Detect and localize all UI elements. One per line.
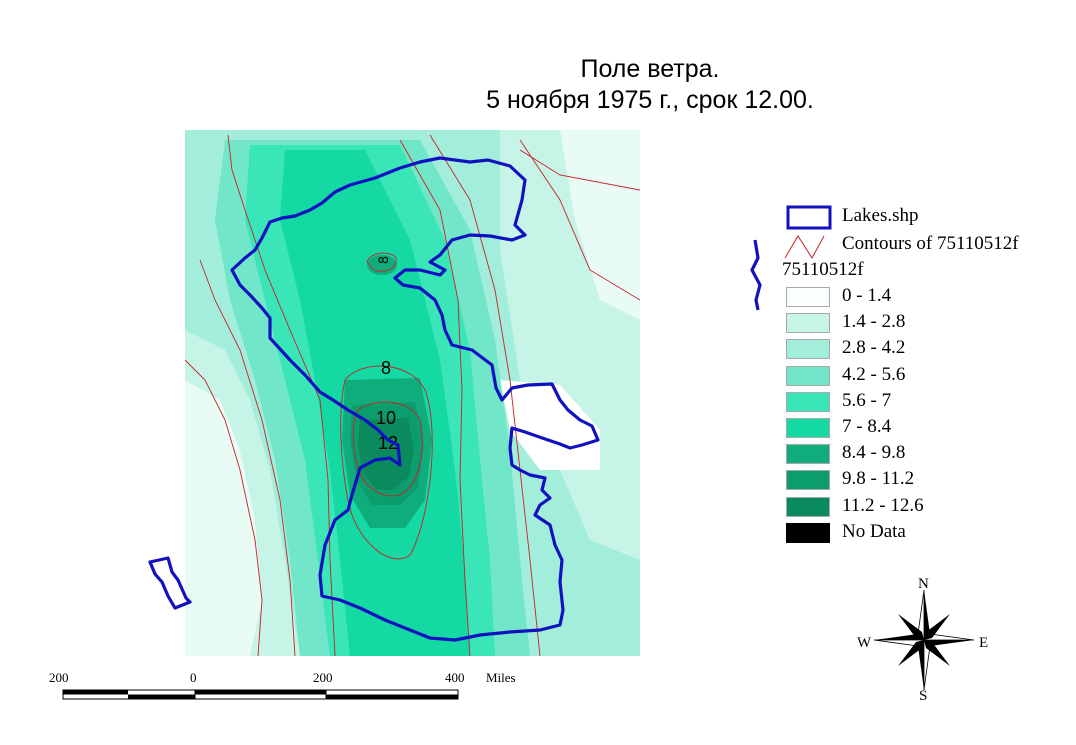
scale-label: 400: [445, 670, 465, 685]
legend-class-swatch: [786, 365, 830, 386]
legend-class-swatch: [786, 522, 830, 543]
legend-class-label: 4.2 - 5.6: [842, 363, 906, 385]
legend-class-label: 1.4 - 2.8: [842, 311, 906, 333]
legend-class-swatch: [786, 470, 830, 491]
legend-symbols: [784, 205, 832, 259]
legend-class-swatch: [786, 339, 830, 360]
legend-class-label: No Data: [842, 520, 906, 542]
scale-label: 200: [49, 670, 69, 685]
legend-class-label: 11.2 - 12.6: [842, 494, 924, 516]
compass-west-label: W: [857, 635, 872, 651]
compass-north-label: N: [918, 576, 929, 592]
map-subtitle: 5 ноября 1975 г., срок 12.00.: [486, 86, 814, 114]
contour-label: 8: [375, 256, 391, 264]
legend-class-swatch: [786, 313, 830, 334]
scale-label: 0: [190, 670, 197, 685]
legend-class-swatch: [786, 444, 830, 465]
contour-labels: 8 8 10 12: [375, 256, 398, 453]
contour-label: 8: [381, 358, 391, 378]
wind-field-raster: [185, 130, 640, 656]
legend-class-label: 8.4 - 9.8: [842, 442, 906, 464]
compass-south-label: S: [919, 688, 928, 704]
contour-label: 10: [376, 408, 396, 428]
legend-class-label: 2.8 - 4.2: [842, 337, 906, 359]
legend-class-swatch: [786, 287, 830, 307]
legend-class-label: 5.6 - 7: [842, 389, 892, 411]
lakes-swatch: [786, 205, 832, 230]
legend-class-label: 7 - 8.4: [842, 416, 892, 437]
compass-rose: [873, 589, 975, 691]
legend-grid-label: 75110512f: [782, 259, 864, 280]
legend-class-swatch: [786, 418, 830, 438]
legend-contours-label: Contours of 75110512f: [842, 233, 1019, 254]
legend-lakes-label: Lakes.shp: [842, 205, 919, 226]
legend-class-swatch: [786, 496, 830, 517]
legend-class-swatch: [786, 391, 830, 412]
scale-unit-label: Miles: [486, 670, 516, 685]
legend-class-label: 9.8 - 11.2: [842, 468, 915, 490]
contours-swatch: [784, 235, 825, 259]
lake-outline: [148, 156, 762, 642]
map-title: Поле ветра.: [580, 55, 720, 83]
contour-label: 12: [378, 433, 398, 453]
scale-label: 200: [313, 670, 333, 685]
legend-class-label: 0 - 1.4: [842, 285, 892, 306]
compass-east-label: E: [979, 635, 989, 651]
scale-bar: [62, 689, 459, 700]
